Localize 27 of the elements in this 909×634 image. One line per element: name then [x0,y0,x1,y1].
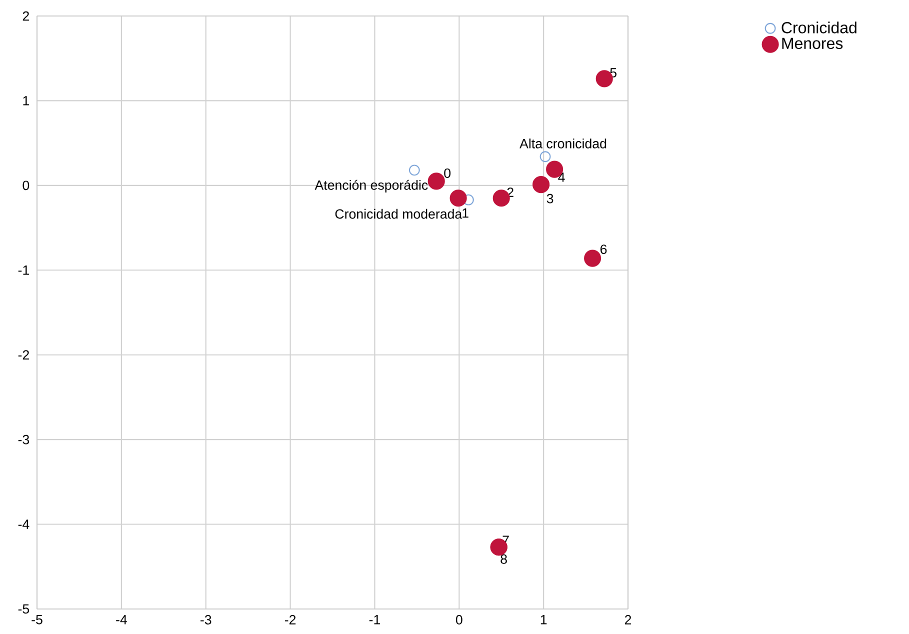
x-tick-label: -5 [32,615,42,624]
annotation: 3 [546,194,554,204]
x-tick-label: -2 [284,615,296,624]
y-tick-label: -3 [18,434,30,444]
legend-label: Cronicidad [782,22,856,34]
annotation: 6 [600,244,607,254]
x-tick-label: -4 [116,615,127,624]
annotation: 1 [462,208,468,218]
annotation: 8 [500,554,507,564]
y-tick-label: -5 [18,604,30,614]
x-tick-label: -3 [200,615,212,624]
legend-label: Menores [782,38,843,50]
annotation: Alta cronicidad [520,138,606,148]
x-tick-label: 1 [540,615,547,624]
y-tick-label: 1 [23,96,29,106]
y-tick-label: 0 [22,180,30,190]
y-tick-label: -2 [18,350,29,360]
y-tick-label: -1 [18,266,29,275]
x-tick-label: 0 [456,615,462,624]
y-tick-label: 2 [22,11,29,21]
x-tick-label: 2 [624,615,632,624]
annotation: Atención esporádic [314,180,428,192]
annotation: 0 [444,168,451,178]
y-tick-label: -4 [18,520,30,529]
annotation: Cronicidad moderada [335,208,462,219]
annotation: 4 [558,172,565,182]
x-tick-label: -1 [369,615,380,624]
